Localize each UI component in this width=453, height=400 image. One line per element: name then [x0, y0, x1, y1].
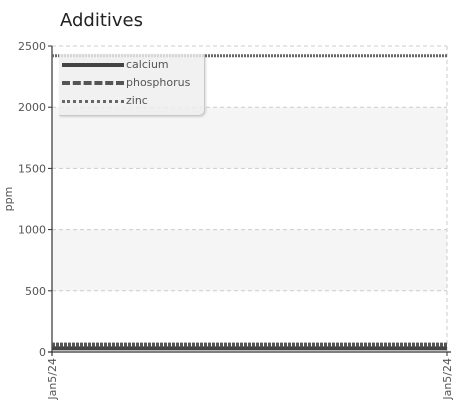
y-tick-label: 2000 — [18, 101, 46, 114]
y-tick-label: 1000 — [18, 224, 46, 237]
grid-band — [52, 229, 447, 291]
legend-swatch-zinc — [62, 99, 124, 103]
legend-swatch-calcium — [62, 63, 124, 67]
legend-swatch-phosphorus — [62, 81, 124, 85]
x-tick-label: Jan5/24 — [441, 358, 453, 400]
y-tick-label: 0 — [39, 346, 46, 359]
legend-item-calcium: calcium — [62, 58, 169, 72]
grid-band — [52, 107, 447, 169]
legend-item-phosphorus: phosphorus — [62, 76, 190, 90]
legend-label-zinc: zinc — [126, 94, 148, 107]
legend-item-zinc: zinc — [62, 94, 148, 108]
y-tick-label: 1500 — [18, 162, 46, 175]
legend: calcium phosphorus zinc — [59, 54, 205, 116]
x-tick-label: Jan5/24 — [46, 358, 59, 400]
y-tick-label: 2500 — [18, 40, 46, 53]
y-tick-label: 500 — [25, 285, 46, 298]
legend-label-calcium: calcium — [126, 58, 169, 71]
chart-title: Additives — [60, 10, 144, 31]
y-axis-label: ppm — [2, 187, 15, 212]
legend-label-phosphorus: phosphorus — [126, 76, 191, 89]
